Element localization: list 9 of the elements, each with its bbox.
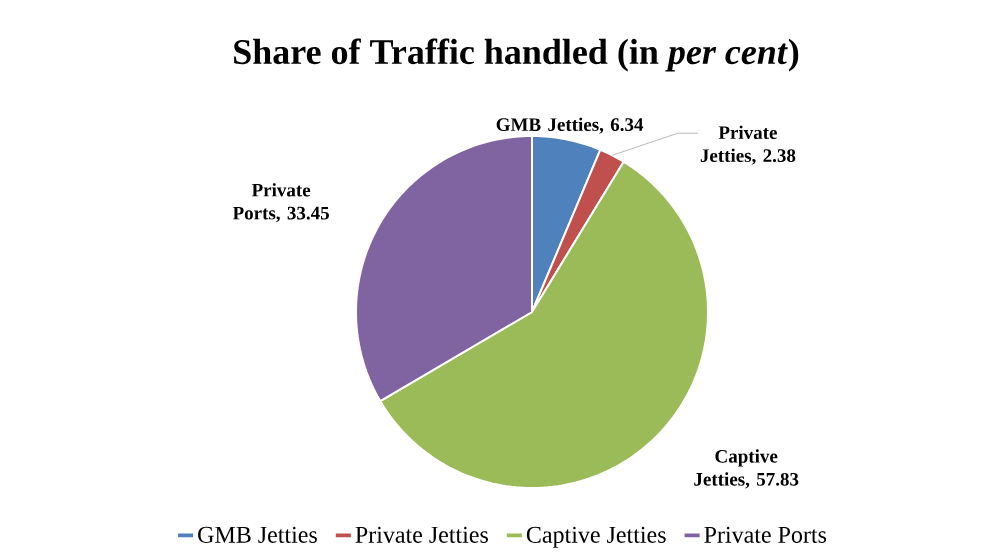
data-label: Captive Jetties, 57.83 bbox=[694, 449, 799, 489]
data-label: Private Jetties, 2.38 bbox=[700, 125, 796, 165]
data-label: Private Ports, 33.45 bbox=[232, 183, 329, 223]
legend-label: Private Ports bbox=[704, 526, 827, 543]
data-label: GMB Jetties, 6.34 bbox=[496, 117, 644, 134]
legend-label: Private Jetties bbox=[355, 526, 488, 543]
chart-title: Share of Traffic handled (in per cent) bbox=[234, 38, 799, 72]
legend-label: GMB Jetties bbox=[198, 526, 317, 543]
legend-label: Captive Jetties bbox=[526, 526, 666, 548]
